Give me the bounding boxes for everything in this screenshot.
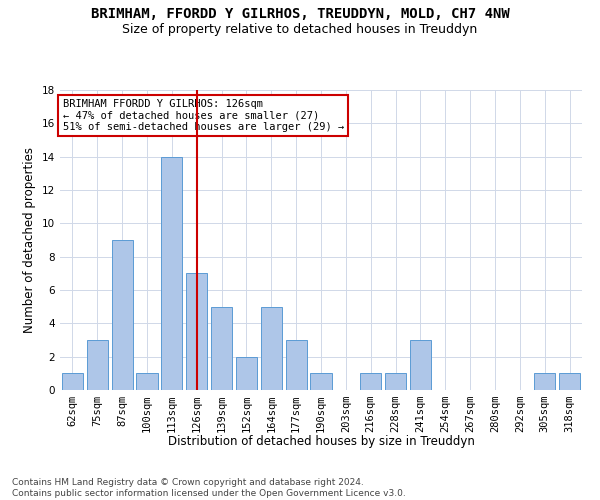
Text: Size of property relative to detached houses in Treuddyn: Size of property relative to detached ho… — [122, 22, 478, 36]
Bar — [310, 374, 332, 390]
Bar — [385, 374, 406, 390]
Bar — [261, 306, 282, 390]
Bar — [559, 374, 580, 390]
Bar — [410, 340, 431, 390]
Bar — [236, 356, 257, 390]
Text: Contains HM Land Registry data © Crown copyright and database right 2024.
Contai: Contains HM Land Registry data © Crown c… — [12, 478, 406, 498]
Y-axis label: Number of detached properties: Number of detached properties — [23, 147, 37, 333]
Text: Distribution of detached houses by size in Treuddyn: Distribution of detached houses by size … — [167, 435, 475, 448]
Bar — [186, 274, 207, 390]
Text: BRIMHAM, FFORDD Y GILRHOS, TREUDDYN, MOLD, CH7 4NW: BRIMHAM, FFORDD Y GILRHOS, TREUDDYN, MOL… — [91, 8, 509, 22]
Bar — [161, 156, 182, 390]
Bar — [112, 240, 133, 390]
Bar — [136, 374, 158, 390]
Text: BRIMHAM FFORDD Y GILRHOS: 126sqm
← 47% of detached houses are smaller (27)
51% o: BRIMHAM FFORDD Y GILRHOS: 126sqm ← 47% o… — [62, 99, 344, 132]
Bar — [534, 374, 555, 390]
Bar — [286, 340, 307, 390]
Bar — [62, 374, 83, 390]
Bar — [211, 306, 232, 390]
Bar — [87, 340, 108, 390]
Bar — [360, 374, 381, 390]
